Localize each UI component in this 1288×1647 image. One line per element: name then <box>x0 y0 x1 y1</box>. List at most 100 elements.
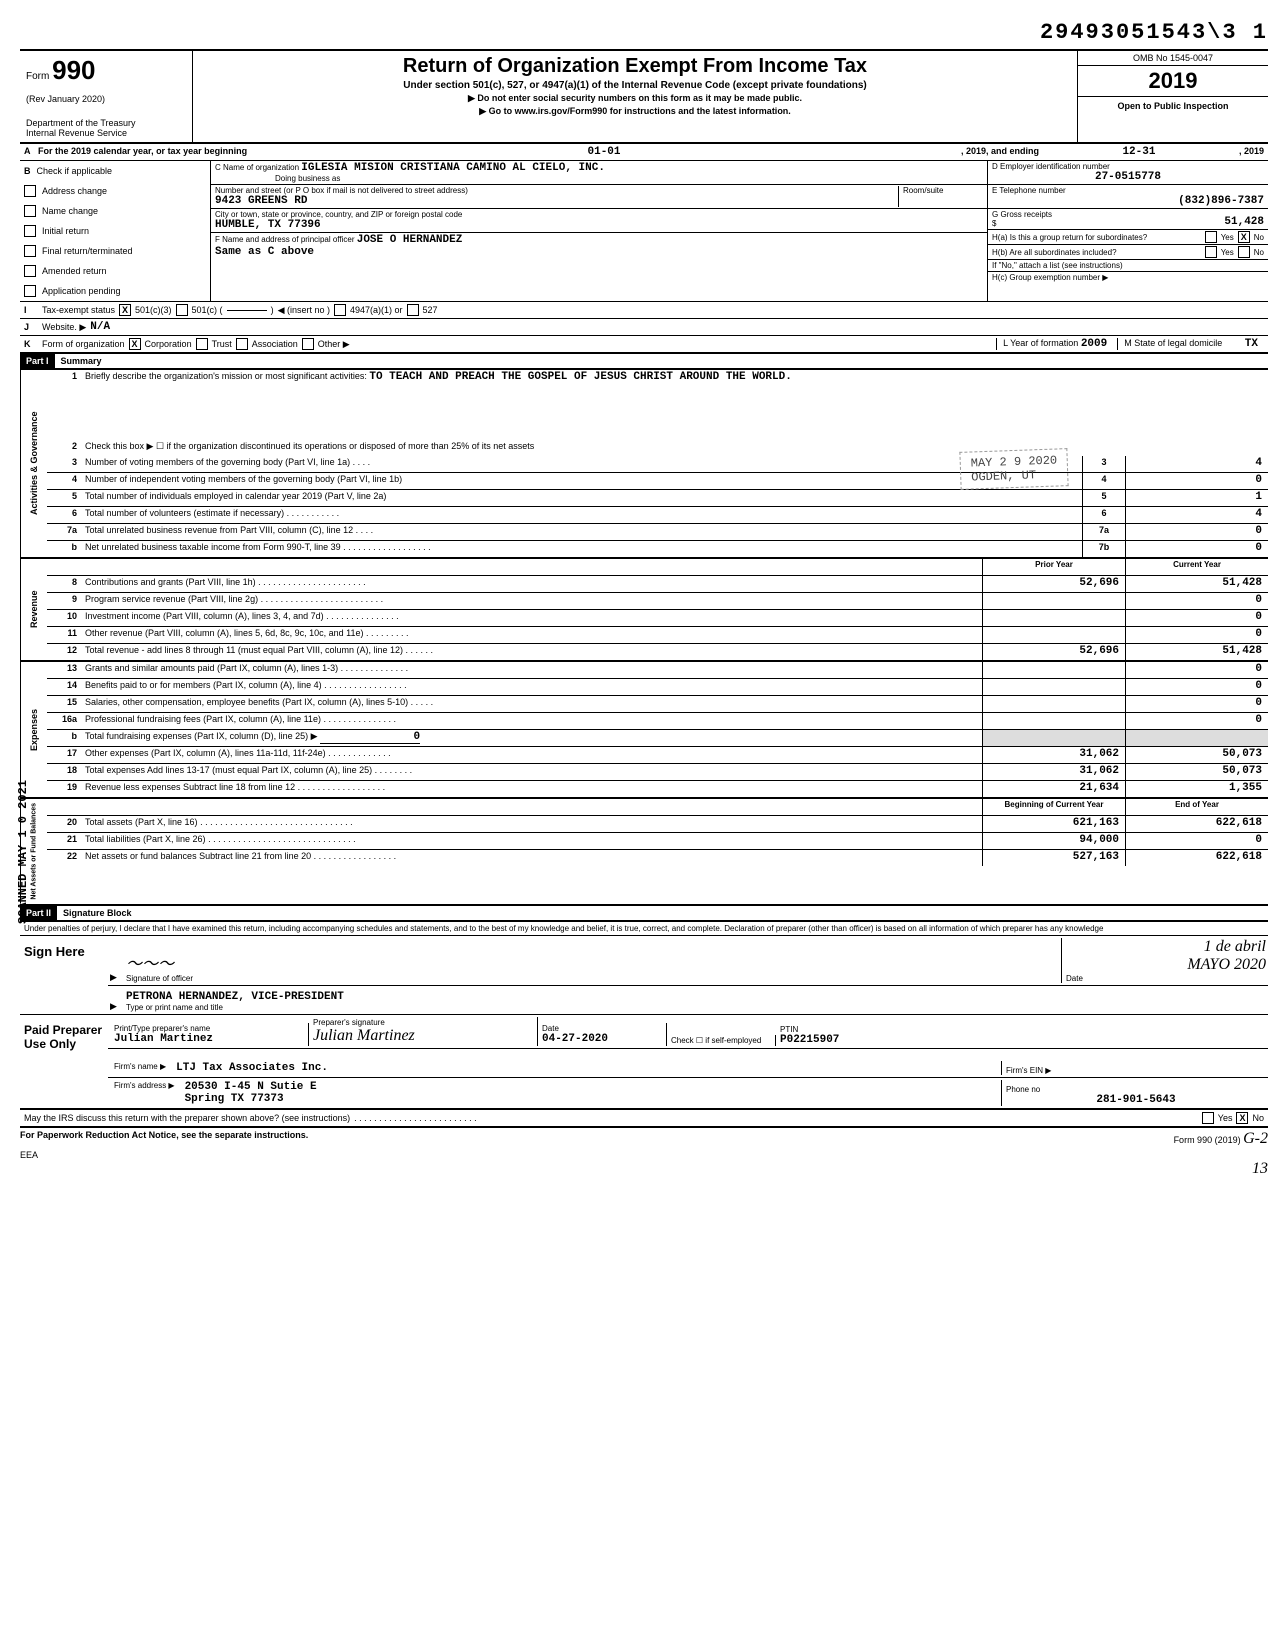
line18-num: 18 <box>47 764 81 780</box>
form-subtitle: Under section 501(c), 527, or 4947(a)(1)… <box>199 80 1071 91</box>
no-text2: No <box>1254 248 1264 257</box>
scanned-stamp: SCANNED MAY 1 0 2021 <box>16 780 30 924</box>
cb-527[interactable] <box>407 304 419 316</box>
cb-initial-return[interactable] <box>24 225 36 237</box>
line3-val: 4 <box>1125 456 1268 472</box>
line17-num: 17 <box>47 747 81 763</box>
insert-no: ◀ (insert no ) <box>278 305 330 316</box>
c-name-label: C Name of organization <box>215 163 299 172</box>
line10-cy: 0 <box>1125 610 1268 626</box>
line17-desc: Other expenses (Part IX, column (A), lin… <box>85 748 326 758</box>
line14-num: 14 <box>47 679 81 695</box>
label-i: I <box>24 305 38 315</box>
form-990-number: 990 <box>52 55 95 85</box>
name-change: Name change <box>42 206 98 216</box>
cb-4947[interactable] <box>334 304 346 316</box>
principal-officer: JOSE O HERNANDEZ <box>357 234 463 246</box>
line22-py: 527,163 <box>982 850 1125 866</box>
line2-desc: Check this box ▶ ☐ if the organization d… <box>81 440 1268 456</box>
type-label: Type or print name and title <box>126 1003 1266 1012</box>
line7a-num: 7a <box>47 524 81 540</box>
line7a-desc: Total unrelated business revenue from Pa… <box>85 525 353 535</box>
cb-other[interactable] <box>302 338 314 350</box>
cb-hb-yes[interactable] <box>1205 246 1217 258</box>
current-year-header: Current Year <box>1125 559 1268 575</box>
org-name: IGLESIA MISION CRISTIANA CAMINO AL CIELO… <box>301 162 605 174</box>
trust: Trust <box>212 339 232 349</box>
cb-amended[interactable] <box>24 265 36 277</box>
cb-discuss-no[interactable]: X <box>1236 1112 1248 1124</box>
cb-name-change[interactable] <box>24 205 36 217</box>
cb-ha-no[interactable]: X <box>1238 231 1250 243</box>
governance-section: Activities & Governance 1 Briefly descri… <box>20 370 1268 559</box>
line5-box: 5 <box>1082 490 1125 506</box>
cb-address-change[interactable] <box>24 185 36 197</box>
cb-hb-no[interactable] <box>1238 246 1250 258</box>
cb-trust[interactable] <box>196 338 208 350</box>
dollar-sign: $ <box>992 219 1224 228</box>
footer: For Paperwork Reduction Act Notice, see … <box>20 1128 1268 1150</box>
line-k: K Form of organization X Corporation Tru… <box>20 336 1268 354</box>
address-change: Address change <box>42 186 107 196</box>
year-formation: 2009 <box>1081 338 1107 350</box>
cb-corp[interactable]: X <box>129 338 141 350</box>
line12-desc: Total revenue - add lines 8 through 11 (… <box>85 645 403 655</box>
firm-city: Spring TX 77373 <box>185 1093 317 1105</box>
hand-date1: 1 de abril <box>1204 938 1266 955</box>
corp: Corporation <box>145 339 192 349</box>
line1-desc: Briefly describe the organization's miss… <box>85 371 367 381</box>
street-address: 9423 GREENS RD <box>215 195 898 207</box>
prep-date-label: Date <box>542 1024 662 1033</box>
officer-signature: ～～～ <box>126 950 1061 974</box>
line16b-num: b <box>47 730 81 746</box>
line4-desc: Number of independent voting members of … <box>85 474 402 484</box>
open-public: Open to Public Inspection <box>1078 97 1268 115</box>
telephone: (832)896-7387 <box>992 195 1264 207</box>
line10-desc: Investment income (Part VIII, column (A)… <box>85 611 324 621</box>
city-label: City or town, state or province, country… <box>215 210 462 219</box>
label-b: B <box>24 166 31 176</box>
line-j: J Website. ▶ N/A <box>20 319 1268 336</box>
label-j: J <box>24 322 38 332</box>
line10-num: 10 <box>47 610 81 626</box>
line8-desc: Contributions and grants (Part VIII, lin… <box>85 577 256 587</box>
cb-501c[interactable] <box>176 304 188 316</box>
discuss-yes: Yes <box>1218 1113 1233 1123</box>
cb-ha-yes[interactable] <box>1205 231 1217 243</box>
line4-box: 4 <box>1082 473 1125 489</box>
line2-num: 2 <box>47 440 81 456</box>
form-instr2: ▶ Go to www.irs.gov/Form990 for instruct… <box>199 106 1071 117</box>
line15-cy: 0 <box>1125 696 1268 712</box>
cb-discuss-yes[interactable] <box>1202 1112 1214 1124</box>
form-rev: (Rev January 2020) <box>26 94 186 104</box>
line12-num: 12 <box>47 644 81 660</box>
tax-exempt-label: Tax-exempt status <box>42 305 115 315</box>
date-label: Date <box>1066 974 1266 983</box>
firm-name-label: Firm's name ▶ <box>114 1062 166 1074</box>
line18-desc: Total expenses Add lines 13-17 (must equ… <box>85 765 372 775</box>
part2-title: Signature Block <box>57 906 138 920</box>
mission-text: TO TEACH AND PREACH THE GOSPEL OF JESUS … <box>369 371 791 383</box>
hand-note2: 13 <box>20 1160 1268 1178</box>
cb-assoc[interactable] <box>236 338 248 350</box>
cb-final-return[interactable] <box>24 245 36 257</box>
line11-num: 11 <box>47 627 81 643</box>
line18-cy: 50,073 <box>1125 764 1268 780</box>
form-prefix: Form <box>26 71 49 82</box>
cb-501c3[interactable]: X <box>119 304 131 316</box>
line16b-py-shaded <box>982 730 1125 746</box>
city-state-zip: HUMBLE, TX 77396 <box>215 219 462 231</box>
line20-py: 621,163 <box>982 816 1125 832</box>
line11-py <box>982 627 1125 643</box>
amended-return: Amended return <box>42 266 107 276</box>
line1-num: 1 <box>47 370 81 440</box>
line18-py: 31,062 <box>982 764 1125 780</box>
other: Other ▶ <box>318 339 350 350</box>
line16a-py <box>982 713 1125 729</box>
line21-py: 94,000 <box>982 833 1125 849</box>
netassets-section: Net Assets or Fund Balances Beginning of… <box>20 799 1268 906</box>
website-label: Website. ▶ <box>42 322 86 333</box>
hand-note1: G-2 <box>1243 1130 1268 1147</box>
line17-cy: 50,073 <box>1125 747 1268 763</box>
cb-pending[interactable] <box>24 285 36 297</box>
